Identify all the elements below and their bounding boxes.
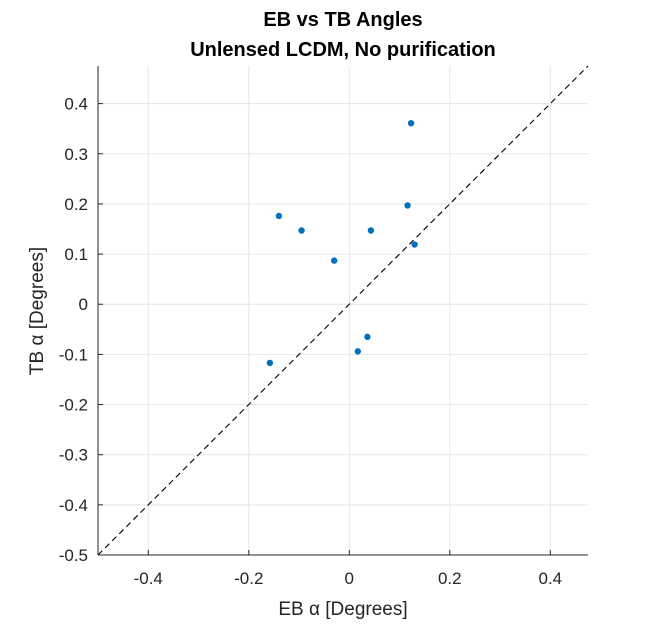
x-tick-label: 0.4 <box>538 569 562 588</box>
chart-subtitle: Unlensed LCDM, No purification <box>190 39 496 61</box>
x-tick-label: 0 <box>345 569 354 588</box>
x-axis-label: EB α [Degrees] <box>278 599 407 620</box>
y-tick-label: 0.2 <box>64 195 88 214</box>
y-tick-label: 0 <box>79 295 88 314</box>
data-point <box>367 227 375 234</box>
x-tick-label: 0.2 <box>438 569 462 588</box>
x-tick-label: -0.4 <box>134 569 163 588</box>
data-point <box>298 227 305 234</box>
y-tick-label: 0.4 <box>64 95 88 114</box>
y-axis-label: TB α [Degrees] <box>27 247 48 375</box>
data-point <box>364 333 371 341</box>
y-tick-label: -0.1 <box>59 345 88 364</box>
data-point <box>404 202 411 209</box>
y-tick-label: -0.3 <box>59 446 88 465</box>
data-point <box>354 348 362 355</box>
data-point <box>411 241 418 248</box>
chart-title: EB vs TB Angles <box>263 9 422 31</box>
y-tick-label: -0.4 <box>59 496 88 515</box>
y-tick-label: -0.2 <box>59 396 88 415</box>
data-points <box>266 119 418 367</box>
axes <box>97 66 588 556</box>
y-tick-labels: -0.5 -0.4 -0.3 -0.2 -0.1 0 0.1 0.2 0.3 0.4 <box>59 95 88 565</box>
data-point <box>331 257 338 264</box>
reference-line <box>97 65 589 556</box>
reference-line-group <box>97 65 589 556</box>
y-tick-label: 0.3 <box>64 145 88 164</box>
x-tick-label: -0.2 <box>234 569 263 588</box>
data-point <box>266 359 274 367</box>
data-point <box>407 119 415 127</box>
x-tick-labels: -0.4 -0.2 0 0.2 0.4 <box>134 569 563 588</box>
data-point <box>275 212 283 220</box>
y-tick-label: -0.5 <box>59 546 88 565</box>
y-tick-label: 0.1 <box>64 245 88 264</box>
